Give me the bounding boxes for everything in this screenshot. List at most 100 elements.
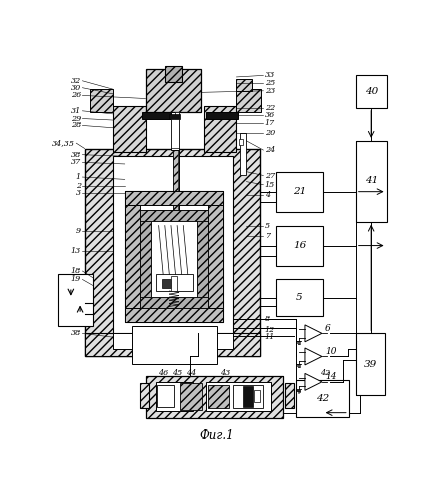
Text: 25: 25 [264,79,275,87]
Bar [58,274,93,326]
Bar [85,148,260,356]
Text: 43: 43 [219,370,230,378]
Text: 24: 24 [264,146,275,154]
Text: 13: 13 [70,247,81,255]
Bar [275,172,323,211]
Text: 6: 6 [324,324,330,333]
Bar [90,90,113,112]
Bar [355,141,386,222]
Bar [240,133,246,176]
Text: 44: 44 [185,370,196,378]
Bar [125,205,140,308]
Bar [157,385,174,406]
Bar [140,221,151,297]
Text: 7: 7 [264,232,270,239]
Bar [205,112,237,120]
Bar [205,382,270,411]
Bar [113,334,232,349]
Text: 45: 45 [171,370,182,378]
Bar [174,112,178,120]
Bar [284,384,293,408]
Bar [125,191,223,322]
Bar [296,380,348,416]
Text: 28: 28 [70,122,81,130]
Bar [171,112,178,150]
Bar [238,138,242,144]
Bar [355,334,384,395]
Bar [142,112,174,120]
Bar [242,386,253,406]
Text: 15: 15 [264,180,275,188]
Text: 9: 9 [76,227,81,235]
Text: 21: 21 [292,187,306,196]
Text: 34,35: 34,35 [52,139,75,147]
Bar [180,384,201,410]
Text: 14: 14 [324,372,335,382]
Bar [236,79,251,91]
Text: 17: 17 [264,119,275,127]
Text: 5: 5 [296,294,302,302]
Text: 20: 20 [264,129,275,137]
Bar [155,382,192,411]
Text: 40: 40 [364,87,377,96]
Bar [155,274,192,291]
Bar [207,385,229,408]
Text: 10: 10 [324,347,335,356]
Bar [132,326,217,364]
Text: Фиг.1: Фиг.1 [199,430,234,442]
Bar [275,280,323,316]
Text: 33: 33 [264,72,275,80]
Bar [113,156,232,352]
Polygon shape [304,348,321,365]
Polygon shape [304,374,321,390]
Text: 16: 16 [292,241,306,250]
Bar [125,191,223,205]
Bar [275,226,323,266]
Text: 3: 3 [76,189,81,197]
Text: 5: 5 [264,222,270,230]
Text: 42: 42 [315,394,329,402]
Bar [161,278,171,288]
Bar [207,205,223,308]
Bar [169,114,180,118]
Bar [172,150,178,235]
Text: 26: 26 [70,92,81,100]
Bar [173,150,178,235]
Text: 38: 38 [70,150,81,158]
Bar [197,221,207,297]
Bar [151,221,197,297]
Text: 27: 27 [264,172,275,179]
Text: 30: 30 [70,84,81,92]
Text: 39: 39 [363,360,376,368]
Polygon shape [304,325,321,342]
Text: 31: 31 [70,107,81,115]
Text: 18: 18 [70,267,81,275]
Bar [140,210,207,221]
Bar [85,334,260,356]
Text: 38: 38 [70,330,81,338]
Text: 37: 37 [70,158,81,166]
Text: 2: 2 [76,182,81,190]
Text: 22: 22 [264,104,275,112]
Text: 29: 29 [70,114,81,122]
Text: 36: 36 [264,112,275,120]
Bar [125,308,223,322]
Bar [171,276,177,291]
Bar [146,376,283,418]
Text: 12: 12 [264,326,275,334]
Bar [145,69,201,112]
Bar [236,90,260,112]
Text: 1: 1 [76,173,81,181]
Bar [204,106,236,152]
Bar [164,66,181,82]
Text: 4: 4 [264,190,270,198]
Text: 11: 11 [264,333,275,341]
Text: 32: 32 [70,77,81,85]
Bar [113,106,145,152]
Bar [140,297,207,308]
Bar [355,76,386,108]
Text: 42: 42 [319,370,329,378]
Text: 46: 46 [158,370,168,378]
Text: 8: 8 [264,316,270,324]
Bar [232,385,263,408]
